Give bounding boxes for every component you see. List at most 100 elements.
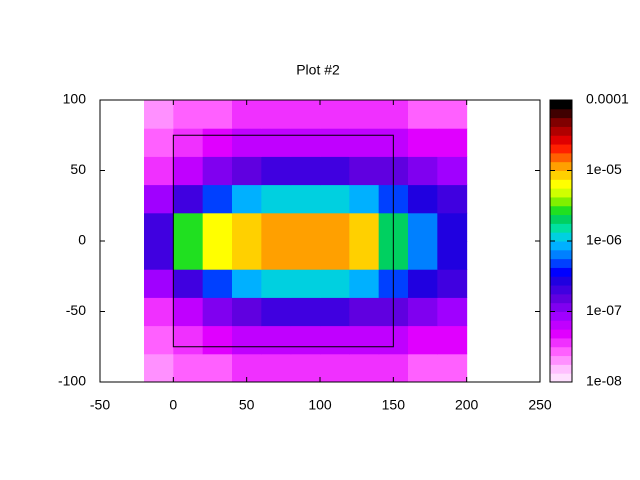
heat-cell [290, 241, 321, 270]
heat-cell [173, 325, 204, 355]
heat-cell [437, 100, 468, 129]
heat-cell [202, 297, 233, 327]
heat-cell [290, 128, 321, 157]
heat-cell [261, 128, 292, 157]
y-tick-label: -100 [58, 373, 86, 389]
heat-cell [232, 241, 262, 270]
heat-cell [408, 156, 438, 186]
heat-cell [320, 128, 350, 157]
heat-cell [437, 184, 468, 214]
heat-cell [320, 297, 350, 327]
x-tick-label: 100 [308, 397, 332, 413]
heat-cell [408, 184, 438, 214]
x-tick-label: -50 [90, 397, 110, 413]
heat-cell [320, 353, 350, 383]
heat-cell [408, 128, 438, 157]
heat-cell [349, 184, 380, 214]
colorbar-swatch [550, 161, 572, 171]
heat-cell [437, 297, 468, 327]
chart-title: Plot #2 [296, 62, 340, 78]
colorbar-swatch [550, 117, 572, 127]
heat-cell [144, 184, 174, 214]
colorbar-swatch [550, 311, 572, 321]
heat-cell [408, 100, 438, 129]
heat-cell [202, 269, 233, 298]
heat-cell [232, 128, 262, 157]
y-tick-label: 50 [70, 161, 86, 177]
heat-cell [173, 269, 204, 298]
colorbar-swatch [550, 135, 572, 145]
colorbar-swatch [550, 293, 572, 304]
heat-cell [320, 184, 350, 214]
heat-cell [202, 241, 233, 270]
colorbar-swatch [550, 170, 572, 180]
heat-cell [173, 353, 204, 383]
heat-cell [290, 100, 321, 129]
heat-cell [232, 269, 262, 298]
heat-cell [144, 128, 174, 157]
colorbar-swatch [550, 267, 572, 277]
x-tick-label: 200 [455, 397, 479, 413]
colorbar-swatch [550, 355, 572, 365]
colorbar-swatch [550, 144, 572, 154]
heat-cell [202, 128, 233, 157]
heat-cell [173, 241, 204, 270]
colorbar-swatch [550, 329, 572, 339]
heat-cell [261, 241, 292, 270]
heat-cell [232, 297, 262, 327]
heat-cell [408, 269, 438, 298]
heat-cell [232, 325, 262, 355]
colorbar-swatch [550, 188, 572, 198]
colorbar-tick-label: 1e-06 [586, 232, 622, 248]
heat-cell [232, 212, 262, 242]
heat-cell [202, 325, 233, 355]
colorbar-tick-label: 0.0001 [586, 91, 629, 107]
heat-cell [408, 241, 438, 270]
colorbar-tick-label: 1e-08 [586, 373, 622, 389]
heat-cell [437, 241, 468, 270]
colorbar-swatch [550, 108, 572, 119]
heat-cell [320, 325, 350, 355]
heat-cell [144, 100, 174, 129]
colorbar-swatch [550, 152, 572, 163]
heat-cell [349, 100, 380, 129]
heat-cell [202, 156, 233, 186]
colorbar-swatch [550, 179, 572, 189]
heat-cell [144, 241, 174, 270]
colorbar-swatch [550, 276, 572, 286]
heat-cell [349, 241, 380, 270]
heat-cell [261, 353, 292, 383]
heat-cell [232, 184, 262, 214]
heat-cell [437, 353, 468, 383]
heat-cell [349, 325, 380, 355]
colorbar-swatch [550, 373, 572, 383]
colorbar-tick-label: 1e-07 [586, 302, 622, 318]
heat-cell [144, 353, 174, 383]
x-tick-label: 50 [239, 397, 255, 413]
x-tick-label: 0 [169, 397, 177, 413]
heat-cell [437, 156, 468, 186]
heat-cell [408, 297, 438, 327]
heat-cell [173, 100, 204, 129]
box-outline [172, 134, 394, 348]
x-tick-label: 250 [528, 397, 552, 413]
heat-cell [202, 212, 233, 242]
heat-cell [144, 325, 174, 355]
colorbar-swatch [550, 285, 572, 295]
colorbar-swatch [550, 100, 572, 110]
heat-cell [290, 212, 321, 242]
heat-cell [437, 128, 468, 157]
heat-cell [408, 325, 438, 355]
colorbar-swatch [550, 302, 572, 312]
heat-cell [290, 156, 321, 186]
colorbar-tick-label: 1e-05 [586, 161, 622, 177]
heat-cell [290, 184, 321, 214]
y-tick-label: 100 [63, 91, 87, 107]
heat-cell [173, 297, 204, 327]
colorbar-swatch [550, 346, 572, 357]
heat-cell [290, 353, 321, 383]
heat-cell [173, 128, 204, 157]
heat-cell [173, 212, 204, 242]
heat-cell [290, 269, 321, 298]
